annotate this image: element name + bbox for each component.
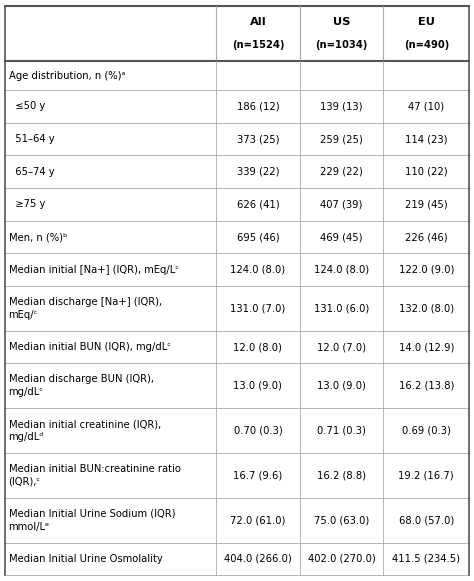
Text: 411.5 (234.5): 411.5 (234.5)	[392, 554, 460, 564]
Text: 122.0 (9.0): 122.0 (9.0)	[399, 265, 454, 275]
Text: (n=1524): (n=1524)	[232, 40, 284, 49]
Text: Median Initial Urine Sodium (IQR): Median Initial Urine Sodium (IQR)	[9, 509, 175, 519]
Text: 16.2 (8.8): 16.2 (8.8)	[317, 471, 366, 480]
Text: (n=1034): (n=1034)	[315, 40, 368, 49]
Text: 186 (12): 186 (12)	[237, 102, 279, 112]
Text: (n=490): (n=490)	[404, 40, 449, 49]
Text: Median initial [Na+] (IQR), mEq/Lᶜ: Median initial [Na+] (IQR), mEq/Lᶜ	[9, 265, 179, 275]
Text: 47 (10): 47 (10)	[408, 102, 444, 112]
Text: mg/dLᶜ: mg/dLᶜ	[9, 388, 44, 397]
Text: ≥75 y: ≥75 y	[9, 199, 45, 209]
Text: mg/dLᵈ: mg/dLᵈ	[9, 432, 44, 442]
Text: 75.0 (63.0): 75.0 (63.0)	[314, 515, 369, 525]
Text: 229 (22): 229 (22)	[320, 167, 363, 177]
Text: All: All	[249, 17, 266, 27]
Text: 695 (46): 695 (46)	[237, 232, 279, 242]
Text: Median Initial Urine Osmolality: Median Initial Urine Osmolality	[9, 554, 162, 564]
Text: 124.0 (8.0): 124.0 (8.0)	[314, 265, 369, 275]
Text: 259 (25): 259 (25)	[320, 134, 363, 144]
Text: 139 (13): 139 (13)	[320, 102, 363, 112]
Text: EU: EU	[418, 17, 435, 27]
Text: Men, n (%)ᵇ: Men, n (%)ᵇ	[9, 232, 67, 242]
Text: 16.7 (9.6): 16.7 (9.6)	[233, 471, 283, 480]
Text: 16.2 (13.8): 16.2 (13.8)	[399, 381, 454, 391]
Text: Median initial BUN:creatinine ratio: Median initial BUN:creatinine ratio	[9, 464, 181, 474]
Text: mEq/ᶜ: mEq/ᶜ	[9, 310, 38, 320]
Text: Median initial creatinine (IQR),: Median initial creatinine (IQR),	[9, 419, 161, 429]
Text: Age distribution, n (%)ᵃ: Age distribution, n (%)ᵃ	[9, 71, 125, 81]
Text: mmol/Lᵉ: mmol/Lᵉ	[9, 522, 50, 532]
Text: 404.0 (266.0): 404.0 (266.0)	[224, 554, 292, 564]
Text: 339 (22): 339 (22)	[237, 167, 279, 177]
Text: 114 (23): 114 (23)	[405, 134, 447, 144]
Text: 12.0 (8.0): 12.0 (8.0)	[234, 342, 283, 352]
Text: 12.0 (7.0): 12.0 (7.0)	[317, 342, 366, 352]
Text: 19.2 (16.7): 19.2 (16.7)	[399, 471, 454, 480]
Text: US: US	[333, 17, 350, 27]
Text: 14.0 (12.9): 14.0 (12.9)	[399, 342, 454, 352]
Text: 131.0 (7.0): 131.0 (7.0)	[230, 303, 285, 313]
Text: 68.0 (57.0): 68.0 (57.0)	[399, 515, 454, 525]
Text: 626 (41): 626 (41)	[237, 199, 279, 209]
Text: 0.69 (0.3): 0.69 (0.3)	[402, 426, 451, 436]
Text: 131.0 (6.0): 131.0 (6.0)	[314, 303, 369, 313]
Text: Median discharge BUN (IQR),: Median discharge BUN (IQR),	[9, 374, 154, 385]
Text: 72.0 (61.0): 72.0 (61.0)	[230, 515, 286, 525]
Text: Median initial BUN (IQR), mg/dLᶜ: Median initial BUN (IQR), mg/dLᶜ	[9, 342, 171, 352]
Text: 65–74 y: 65–74 y	[9, 167, 54, 177]
Text: 219 (45): 219 (45)	[405, 199, 447, 209]
Text: 110 (22): 110 (22)	[405, 167, 447, 177]
Text: 402.0 (270.0): 402.0 (270.0)	[308, 554, 375, 564]
Text: 13.0 (9.0): 13.0 (9.0)	[317, 381, 366, 391]
Text: 373 (25): 373 (25)	[237, 134, 279, 144]
Text: 226 (46): 226 (46)	[405, 232, 447, 242]
Text: 13.0 (9.0): 13.0 (9.0)	[234, 381, 283, 391]
Text: 51–64 y: 51–64 y	[9, 134, 54, 144]
Text: 0.71 (0.3): 0.71 (0.3)	[317, 426, 366, 436]
Text: 407 (39): 407 (39)	[320, 199, 363, 209]
Text: Median discharge [Na+] (IQR),: Median discharge [Na+] (IQR),	[9, 297, 162, 307]
Text: 469 (45): 469 (45)	[320, 232, 363, 242]
Text: 132.0 (8.0): 132.0 (8.0)	[399, 303, 454, 313]
Text: 124.0 (8.0): 124.0 (8.0)	[230, 265, 285, 275]
Text: 0.70 (0.3): 0.70 (0.3)	[234, 426, 283, 436]
Text: (IQR),ᶜ: (IQR),ᶜ	[9, 477, 41, 487]
Text: ≤50 y: ≤50 y	[9, 102, 45, 112]
